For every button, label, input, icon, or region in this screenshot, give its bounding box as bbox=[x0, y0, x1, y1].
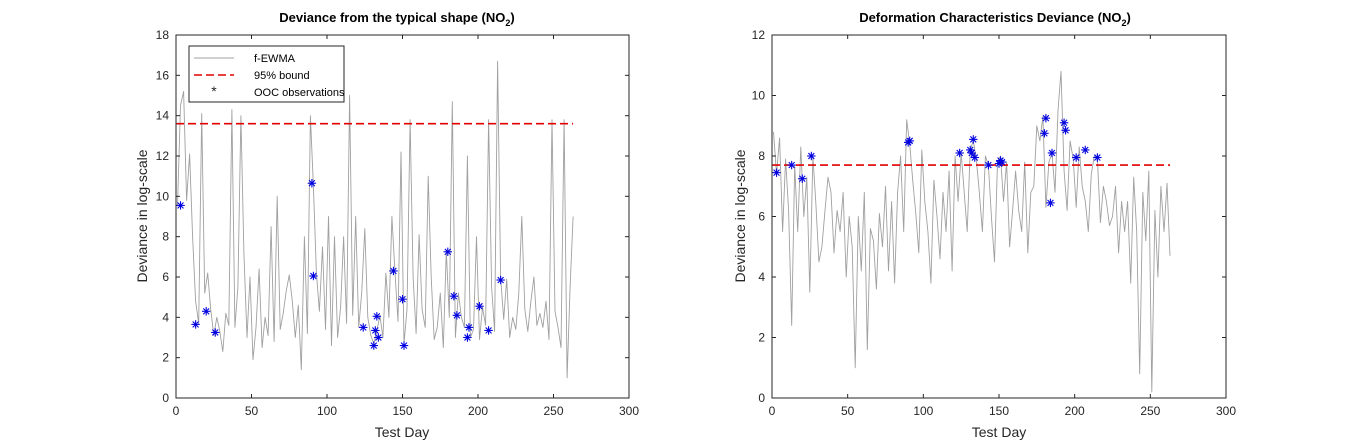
ooc-marker bbox=[1047, 148, 1057, 158]
ooc-marker bbox=[905, 136, 914, 146]
ooc-marker bbox=[452, 311, 462, 320]
legend-box bbox=[188, 45, 345, 103]
ooc-marker bbox=[449, 291, 459, 301]
ooc-marker bbox=[1081, 145, 1090, 155]
y-tick-label: 18 bbox=[156, 28, 170, 42]
ooc-marker bbox=[787, 160, 796, 170]
y-tick-label: 2 bbox=[758, 331, 765, 345]
y-tick-label: 8 bbox=[162, 230, 169, 244]
x-tick-label: 50 bbox=[245, 404, 259, 418]
ooc-marker bbox=[202, 307, 211, 316]
y-axis-ticks: 0 2 4 6 8 10 12 bbox=[752, 28, 1226, 405]
ooc-marker bbox=[443, 247, 452, 256]
ooc-marker bbox=[955, 148, 964, 158]
x-axis-ticks: 0 50 100 150 200 250 300 bbox=[173, 35, 639, 418]
x-tick-label: 200 bbox=[468, 404, 488, 418]
y-tick-label: 10 bbox=[752, 89, 766, 103]
ooc-marker bbox=[464, 323, 474, 332]
ooc-marker bbox=[372, 312, 382, 321]
y-axis-ticks: 0 2 4 6 8 10 12 14 16 18 bbox=[156, 28, 629, 405]
y-tick-label: 10 bbox=[156, 189, 170, 203]
ooc-marker bbox=[176, 201, 185, 210]
ooc-marker bbox=[1093, 153, 1102, 162]
x-tick-label: 250 bbox=[1140, 404, 1160, 418]
y-tick-label: 4 bbox=[162, 310, 169, 324]
ooc-marker bbox=[997, 157, 1007, 167]
y-tick-label: 12 bbox=[156, 149, 170, 163]
ooc-marker bbox=[967, 148, 976, 158]
x-tick-label: 50 bbox=[841, 404, 855, 418]
ooc-marker bbox=[371, 326, 380, 335]
ooc-marker bbox=[211, 328, 220, 337]
y-tick-label: 8 bbox=[758, 149, 765, 163]
x-tick-label: 300 bbox=[1216, 404, 1236, 418]
x-tick-label: 150 bbox=[392, 404, 412, 418]
ooc-marker bbox=[1071, 153, 1081, 162]
ooc-marker bbox=[772, 168, 781, 177]
ooc-marker bbox=[1061, 126, 1070, 135]
legend-marker-ooc: * bbox=[211, 83, 217, 99]
series-layer bbox=[772, 70, 1171, 393]
ooc-marker bbox=[475, 302, 484, 311]
series-line-0 bbox=[773, 70, 1171, 393]
ooc-marker bbox=[984, 160, 993, 170]
chart-deviance-typical-shape: Deviance from the typical shape (NO2) 0 5… bbox=[134, 10, 639, 440]
ooc-marker bbox=[807, 151, 816, 161]
ooc-marker bbox=[399, 341, 409, 350]
ooc-marker bbox=[307, 179, 317, 188]
legend: f-EWMA 95% bound * OOC observations bbox=[188, 45, 345, 103]
legend-label-f-ewma: f-EWMA bbox=[254, 53, 296, 65]
y-tick-label: 16 bbox=[156, 68, 170, 82]
x-tick-label: 200 bbox=[1065, 404, 1085, 418]
y-tick-label: 2 bbox=[162, 351, 169, 365]
chart-deformation-deviance: Deformation Characteristics Deviance (NO… bbox=[732, 10, 1236, 440]
y-tick-label: 0 bbox=[162, 391, 169, 405]
y-tick-label: 4 bbox=[758, 270, 765, 284]
x-axis-label: Test Day bbox=[375, 424, 429, 440]
x-axis-label: Test Day bbox=[972, 424, 1026, 440]
ooc-marker bbox=[969, 135, 978, 144]
y-axis-label: Deviance in log-scale bbox=[732, 149, 748, 282]
x-tick-label: 100 bbox=[913, 404, 933, 418]
legend-label-bound: 95% bound bbox=[254, 70, 310, 82]
ooc-marker bbox=[798, 174, 807, 183]
ooc-marker bbox=[191, 320, 200, 329]
ooc-marker bbox=[484, 326, 493, 335]
x-tick-label: 0 bbox=[769, 404, 776, 418]
x-tick-label: 150 bbox=[989, 404, 1009, 418]
x-tick-label: 250 bbox=[543, 404, 563, 418]
chart-title: Deviance from the typical shape (NO2) bbox=[279, 10, 514, 28]
x-tick-label: 0 bbox=[173, 404, 180, 418]
y-tick-label: 6 bbox=[162, 270, 169, 284]
ooc-marker bbox=[1059, 118, 1069, 127]
ooc-marker bbox=[359, 323, 368, 332]
ooc-marker bbox=[496, 275, 505, 285]
plot-area bbox=[772, 35, 1226, 398]
ooc-marker bbox=[1041, 113, 1051, 123]
chart-title: Deformation Characteristics Deviance (NO… bbox=[859, 10, 1131, 28]
ooc-marker bbox=[1040, 129, 1049, 138]
ooc-marker bbox=[463, 333, 472, 342]
ooc-marker bbox=[398, 294, 407, 304]
legend-label-ooc: OOC observations bbox=[254, 87, 345, 99]
ooc-marker bbox=[1046, 198, 1055, 208]
series-layer bbox=[176, 60, 574, 379]
ooc-marker bbox=[369, 341, 379, 350]
ooc-marker bbox=[309, 271, 318, 281]
y-tick-label: 6 bbox=[758, 210, 765, 224]
y-tick-label: 0 bbox=[758, 391, 765, 405]
ooc-marker bbox=[374, 333, 383, 342]
y-axis-label: Deviance in log-scale bbox=[134, 149, 150, 282]
x-axis-ticks: 0 50 100 150 200 250 300 bbox=[769, 35, 1236, 418]
x-tick-label: 100 bbox=[317, 404, 337, 418]
x-tick-label: 300 bbox=[619, 404, 639, 418]
ooc-marker bbox=[970, 153, 979, 162]
y-tick-label: 12 bbox=[752, 28, 766, 42]
ooc-marker bbox=[389, 266, 398, 276]
y-tick-label: 14 bbox=[156, 109, 170, 123]
